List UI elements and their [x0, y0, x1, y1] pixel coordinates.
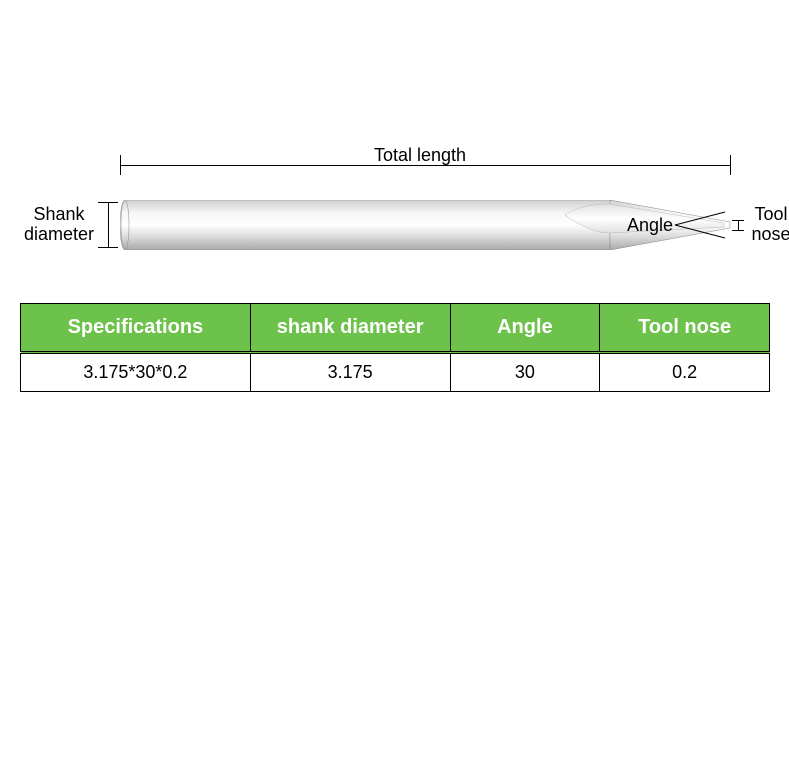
table-header-shank: shank diameter [250, 304, 450, 353]
table-row: 3.175*30*0.23.175300.2 [21, 353, 770, 392]
table-body: 3.175*30*0.23.175300.2 [21, 353, 770, 392]
specifications-table: Specificationsshank diameterAngleTool no… [20, 303, 770, 392]
nose-tick-bottom [732, 230, 744, 231]
dim-tick-right [730, 155, 731, 175]
shank-dim-line [108, 202, 109, 247]
table-cell-shank: 3.175 [250, 353, 450, 392]
table-header-angle: Angle [450, 304, 600, 353]
tool-nose-label: Tool nose [746, 205, 789, 245]
table-cell-angle: 30 [450, 353, 600, 392]
shank-tick-bottom [98, 247, 118, 248]
table-header-spec: Specifications [21, 304, 251, 353]
total-length-label: Total length [340, 145, 500, 166]
shank-diameter-label: Shank diameter [20, 205, 98, 245]
angle-label: Angle [620, 215, 680, 236]
table-header-row: Specificationsshank diameterAngleTool no… [21, 304, 770, 353]
table-cell-nose: 0.2 [600, 353, 770, 392]
nose-dim-line [738, 220, 739, 230]
table-header-nose: Tool nose [600, 304, 770, 353]
table-cell-spec: 3.175*30*0.2 [21, 353, 251, 392]
